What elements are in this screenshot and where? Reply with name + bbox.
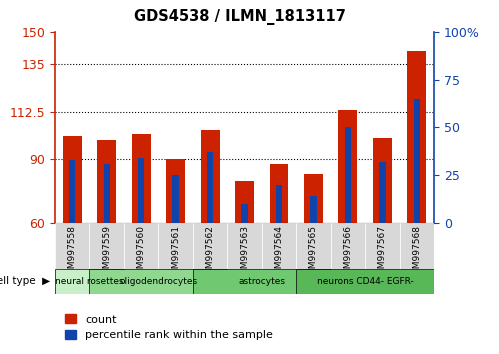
Bar [193,223,227,269]
Text: oligodendrocytes: oligodendrocytes [119,277,198,286]
Bar [276,185,282,223]
Bar [407,51,426,223]
Bar [201,130,220,223]
Text: cell type  ▶: cell type ▶ [0,276,50,286]
Bar [227,223,262,269]
Bar [235,181,254,223]
Bar [345,127,351,223]
Bar [365,223,400,269]
Bar [55,223,89,269]
Bar [296,269,434,294]
Bar [193,269,331,294]
Text: GSM997566: GSM997566 [343,225,352,280]
Bar [69,160,75,223]
Text: GSM997567: GSM997567 [378,225,387,280]
Bar [400,223,434,269]
Bar [89,269,227,294]
Text: neural rosettes: neural rosettes [55,277,124,286]
Bar [373,138,392,223]
Bar [379,162,386,223]
Bar [63,136,82,223]
Bar [124,223,158,269]
Legend: count, percentile rank within the sample: count, percentile rank within the sample [60,310,277,345]
Bar [331,223,365,269]
Bar [55,269,124,294]
Bar [132,134,151,223]
Bar [296,223,331,269]
Bar [310,196,316,223]
Bar [97,140,116,223]
Bar [207,152,213,223]
Bar [304,174,323,223]
Text: GDS4538 / ILMN_1813117: GDS4538 / ILMN_1813117 [134,9,345,25]
Text: GSM997558: GSM997558 [68,225,77,280]
Text: GSM997563: GSM997563 [240,225,249,280]
Text: GSM997561: GSM997561 [171,225,180,280]
Text: neurons CD44- EGFR-: neurons CD44- EGFR- [317,277,414,286]
Bar [103,164,110,223]
Bar [269,164,288,223]
Text: GSM997562: GSM997562 [206,225,215,280]
Bar [166,159,185,223]
Text: astrocytes: astrocytes [238,277,285,286]
Text: GSM997568: GSM997568 [412,225,421,280]
Bar [242,204,248,223]
Text: GSM997565: GSM997565 [309,225,318,280]
Bar [338,110,357,223]
Text: GSM997559: GSM997559 [102,225,111,280]
Text: GSM997560: GSM997560 [137,225,146,280]
Bar [89,223,124,269]
Bar [138,158,144,223]
Bar [158,223,193,269]
Bar [262,223,296,269]
Text: GSM997564: GSM997564 [274,225,283,280]
Bar [414,99,420,223]
Bar [173,175,179,223]
